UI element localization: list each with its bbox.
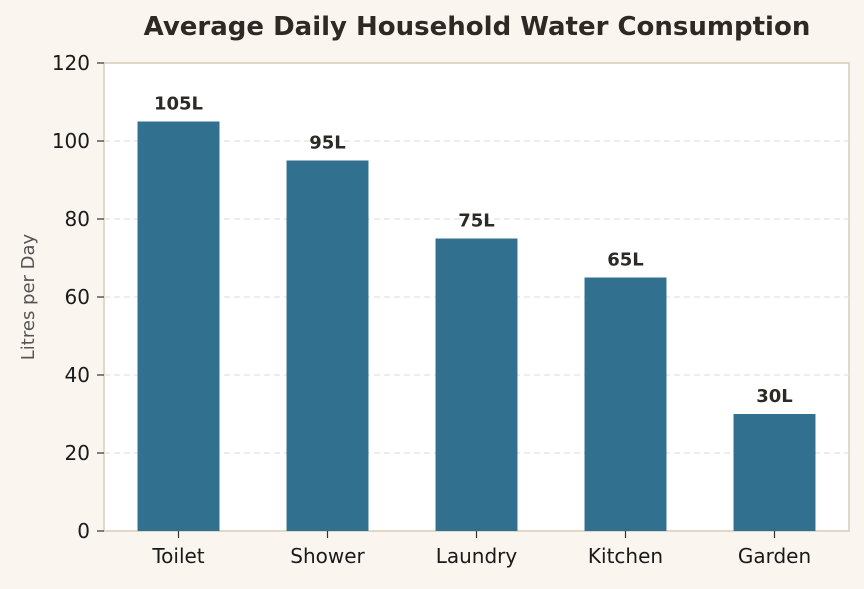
x-axis: Toilet Shower Laundry Kitchen Garden (151, 531, 811, 568)
x-tick-label: Shower (290, 544, 365, 568)
bar-garden (733, 414, 816, 531)
x-tick-label: Garden (738, 544, 811, 568)
bar-laundry (435, 238, 518, 531)
chart-title: Average Daily Household Water Consumptio… (144, 12, 811, 42)
y-tick-label: 0 (77, 519, 90, 543)
x-tick-label: Kitchen (588, 544, 663, 568)
bar-labels: 105L 95L 75L 65L 30L (154, 94, 793, 408)
bars (137, 121, 816, 531)
x-tick-label: Toilet (151, 544, 204, 568)
bar-value-label: 75L (458, 211, 495, 232)
bar-toilet (137, 121, 220, 531)
y-tick-label: 80 (65, 207, 90, 231)
y-tick-label: 100 (52, 129, 90, 153)
y-tick-label: 40 (65, 363, 90, 387)
y-axis: 0 20 40 60 80 100 120 (52, 51, 104, 543)
y-tick-label: 120 (52, 51, 90, 75)
bar-kitchen (584, 277, 667, 531)
y-tick-label: 20 (65, 441, 90, 465)
bar-value-label: 65L (607, 250, 644, 271)
bar-value-label: 105L (154, 94, 203, 115)
x-tick-label: Laundry (436, 544, 518, 568)
bar-value-label: 95L (309, 133, 346, 154)
y-axis-title: Litres per Day (18, 233, 39, 360)
y-tick-label: 60 (65, 285, 90, 309)
bar-value-label: 30L (756, 386, 793, 407)
bar-shower (286, 160, 369, 531)
